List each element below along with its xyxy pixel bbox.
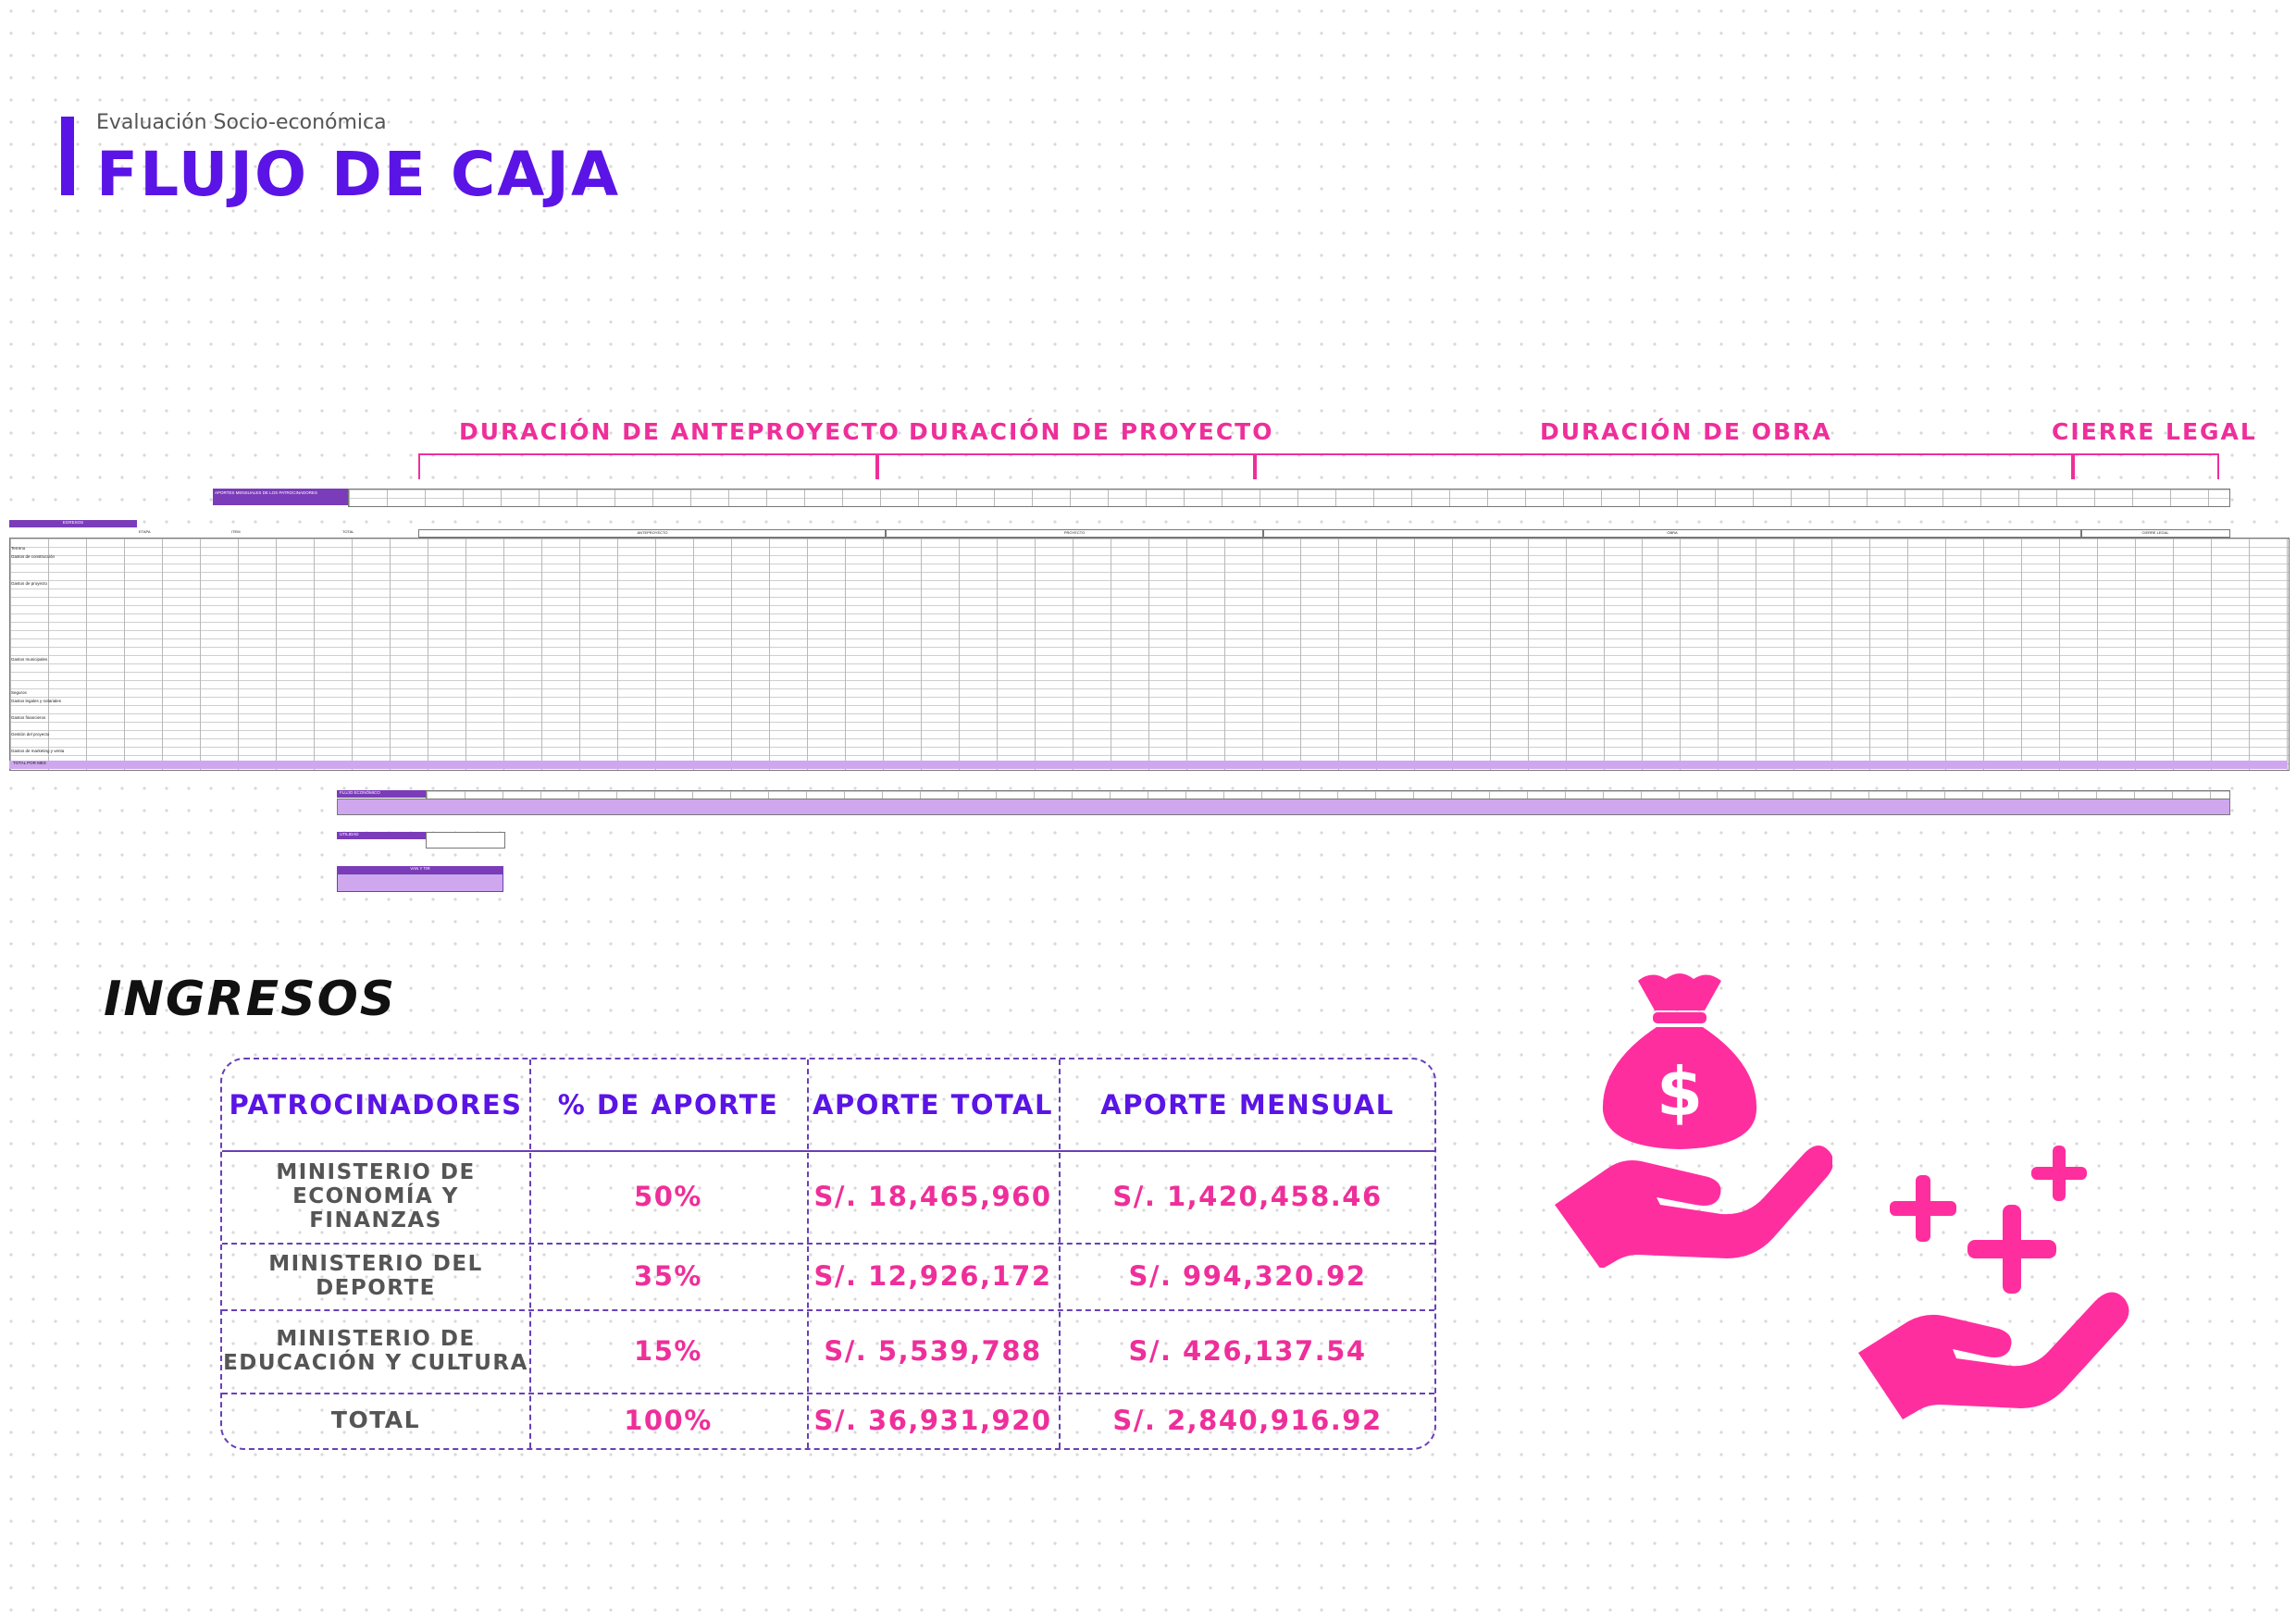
total-label: TOTAL xyxy=(330,1406,421,1433)
sponsor-total: S/. 5,539,788 xyxy=(824,1335,1042,1367)
sponsor-name-line: MINISTERIO DEL xyxy=(268,1252,483,1276)
col-divider xyxy=(807,1059,809,1448)
sponsor-monthly: S/. 426,137.54 xyxy=(1128,1335,1367,1367)
ingresos-title: INGRESOS xyxy=(104,972,397,1027)
header-aporte-total: APORTE TOTAL xyxy=(813,1089,1053,1121)
table-row-sponsor: MINISTERIO DE ECONOMÍA Y FINANZAS xyxy=(222,1150,529,1243)
header-aporte-pct: % DE APORTE xyxy=(557,1089,779,1121)
row-label: Terreno xyxy=(11,546,26,551)
egresos-label: EGRESOS xyxy=(9,520,137,527)
col-header-total: TOTAL xyxy=(342,529,354,534)
sponsor-pct: 35% xyxy=(634,1260,702,1292)
flujo-economico-label: FLUJO ECONÓMICO xyxy=(337,790,426,798)
total-pct: 100% xyxy=(624,1405,713,1436)
sponsor-monthly: S/. 1,420,458.46 xyxy=(1112,1181,1383,1212)
row-divider xyxy=(222,1393,1434,1394)
phase-proyecto: DURACIÓN DE PROYECTO xyxy=(909,418,1274,445)
bracket-proyecto xyxy=(875,453,1257,479)
sponsor-total: S/. 12,926,172 xyxy=(813,1260,1052,1292)
total-aporte: S/. 36,931,920 xyxy=(813,1405,1052,1436)
row-label: Gestión del proyecto xyxy=(11,732,50,737)
cash-flow-spreadsheet: APORTES MENSUALES DE LOS PATROCINADORES … xyxy=(9,485,2290,892)
total-mensual: S/. 2,840,916.92 xyxy=(1112,1405,1383,1436)
title-accent-bar xyxy=(61,117,74,195)
total-por-mes-row: TOTAL POR MES xyxy=(9,761,2288,769)
table-row-sponsor: MINISTERIO DE EDUCACIÓN Y CULTURA xyxy=(222,1309,529,1393)
row-label: Seguros xyxy=(11,690,27,695)
col-header-etapa: ETAPA xyxy=(139,529,151,534)
aportes-row xyxy=(348,489,2230,507)
egresos-grid xyxy=(9,538,2290,771)
row-label: Gastos financieros xyxy=(11,715,46,720)
sponsor-name-line: DEPORTE xyxy=(316,1276,436,1300)
row-label: Gastos municipales xyxy=(11,657,48,662)
bracket-obra xyxy=(1253,453,2075,479)
money-bag-hand-icon: $ xyxy=(1555,973,1832,1268)
header-divider xyxy=(222,1150,1434,1152)
bracket-anteproyecto xyxy=(418,453,879,479)
col-divider xyxy=(529,1059,531,1448)
utilidad-label: UTILIDAD xyxy=(337,832,426,839)
phase-cierre-legal: CIERRE LEGAL xyxy=(2052,418,2257,445)
stage-proyecto: PROYECTO xyxy=(885,529,1264,538)
sponsor-pct: 15% xyxy=(634,1335,702,1367)
aportes-label: APORTES MENSUALES DE LOS PATROCINADORES xyxy=(213,489,348,505)
row-label: Gastos de marketing y venta xyxy=(11,749,65,753)
stage-obra: OBRA xyxy=(1262,529,2082,538)
row-label: Gastos de proyecto xyxy=(11,581,48,586)
row-divider xyxy=(222,1309,1434,1311)
stage-anteproyecto: ANTEPROYECTO xyxy=(418,529,887,538)
sponsor-pct: 50% xyxy=(634,1181,702,1212)
row-divider xyxy=(222,1243,1434,1245)
page-subtitle: Evaluación Socio-económica xyxy=(96,111,387,134)
plus-hand-icon xyxy=(1858,1146,2129,1419)
ingresos-table: PATROCINADORES % DE APORTE APORTE TOTAL … xyxy=(220,1058,1436,1450)
col-divider xyxy=(1059,1059,1061,1448)
sponsor-total: S/. 18,465,960 xyxy=(813,1181,1052,1212)
stage-cierre-legal: CIERRE LEGAL xyxy=(2080,529,2230,538)
utilidad-values xyxy=(426,832,505,849)
header-patrocinadores: PATROCINADORES xyxy=(229,1089,523,1121)
bracket-cierre-legal xyxy=(2071,453,2219,479)
sponsor-name-line: MINISTERIO DE xyxy=(276,1327,476,1351)
sponsor-monthly: S/. 994,320.92 xyxy=(1128,1260,1367,1292)
flujo-value-rows xyxy=(337,799,2230,815)
sponsor-name-line: EDUCACIÓN Y CULTURA xyxy=(223,1351,528,1375)
van-tir-values xyxy=(337,873,503,892)
sponsor-name-line: ECONOMÍA Y FINANZAS xyxy=(292,1184,459,1233)
row-label: Gastos de construcción xyxy=(11,554,56,559)
page-title: FLUJO DE CAJA xyxy=(96,139,621,210)
egresos-col-headers: ETAPA ITEM TOTAL xyxy=(139,529,416,537)
van-tir-label: VAN Y TIR xyxy=(337,866,503,873)
svg-text:$: $ xyxy=(1657,1053,1703,1131)
phase-obra: DURACIÓN DE OBRA xyxy=(1540,418,1832,445)
table-row-sponsor: MINISTERIO DEL DEPORTE xyxy=(222,1243,529,1309)
row-label: Gastos legales y notariales xyxy=(11,699,62,703)
header-aporte-mensual: APORTE MENSUAL xyxy=(1100,1089,1395,1121)
sponsor-name-line: MINISTERIO DE xyxy=(276,1160,476,1184)
phase-anteproyecto: DURACIÓN DE ANTEPROYECTO xyxy=(459,418,900,445)
col-header-item: ITEM xyxy=(231,529,241,534)
